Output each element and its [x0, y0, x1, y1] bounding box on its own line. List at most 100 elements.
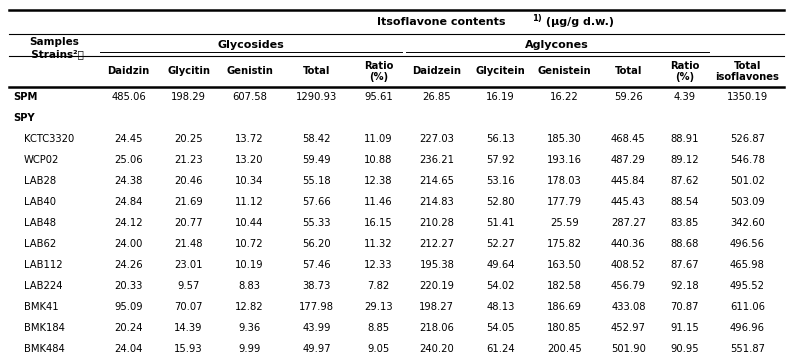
Text: 52.80: 52.80 [487, 197, 515, 207]
Text: Genistein: Genistein [538, 66, 591, 77]
Text: LAB224: LAB224 [24, 281, 62, 291]
Text: 88.91: 88.91 [670, 134, 699, 144]
Text: Ratio
(%): Ratio (%) [364, 61, 393, 82]
Text: 465.98: 465.98 [730, 260, 765, 270]
Text: LAB62: LAB62 [24, 239, 56, 249]
Text: 16.15: 16.15 [364, 218, 393, 228]
Text: 440.36: 440.36 [611, 239, 645, 249]
Text: LAB48: LAB48 [24, 218, 56, 228]
Text: 20.33: 20.33 [114, 281, 142, 291]
Text: 88.54: 88.54 [670, 197, 699, 207]
Text: LAB112: LAB112 [24, 260, 62, 270]
Text: 607.58: 607.58 [232, 92, 267, 102]
Text: 9.99: 9.99 [238, 344, 261, 354]
Text: 13.72: 13.72 [235, 134, 264, 144]
Text: 57.46: 57.46 [303, 260, 331, 270]
Text: 342.60: 342.60 [730, 218, 765, 228]
Text: 24.38: 24.38 [114, 176, 142, 186]
Text: 218.06: 218.06 [420, 323, 454, 333]
Text: 7.82: 7.82 [367, 281, 390, 291]
Text: 54.02: 54.02 [487, 281, 515, 291]
Text: 177.98: 177.98 [299, 302, 334, 312]
Text: 12.38: 12.38 [364, 176, 393, 186]
Text: 8.83: 8.83 [238, 281, 260, 291]
Text: 53.16: 53.16 [487, 176, 515, 186]
Text: BMK484: BMK484 [24, 344, 64, 354]
Text: 452.97: 452.97 [611, 323, 646, 333]
Text: BMK184: BMK184 [24, 323, 64, 333]
Text: 11.46: 11.46 [364, 197, 393, 207]
Text: 24.26: 24.26 [114, 260, 143, 270]
Text: 501.90: 501.90 [611, 344, 646, 354]
Text: 56.13: 56.13 [487, 134, 515, 144]
Text: 1290.93: 1290.93 [296, 92, 337, 102]
Text: 433.08: 433.08 [611, 302, 645, 312]
Text: 408.52: 408.52 [611, 260, 646, 270]
Text: 214.83: 214.83 [420, 197, 454, 207]
Text: SPY: SPY [13, 113, 35, 123]
Text: 11.32: 11.32 [364, 239, 393, 249]
Text: 212.27: 212.27 [419, 239, 454, 249]
Text: 24.12: 24.12 [114, 218, 143, 228]
Text: 240.20: 240.20 [420, 344, 454, 354]
Text: 87.62: 87.62 [670, 176, 699, 186]
Text: Ratio
(%): Ratio (%) [670, 61, 700, 82]
Text: 495.52: 495.52 [730, 281, 765, 291]
Text: 26.85: 26.85 [423, 92, 451, 102]
Text: 59.26: 59.26 [614, 92, 643, 102]
Text: 9.36: 9.36 [238, 323, 261, 333]
Text: 177.79: 177.79 [547, 197, 582, 207]
Text: 10.88: 10.88 [364, 155, 392, 165]
Text: 175.82: 175.82 [547, 239, 582, 249]
Text: 8.85: 8.85 [367, 323, 389, 333]
Text: 49.64: 49.64 [487, 260, 515, 270]
Text: 526.87: 526.87 [730, 134, 765, 144]
Text: 195.38: 195.38 [420, 260, 454, 270]
Text: 198.27: 198.27 [420, 302, 454, 312]
Text: Total: Total [615, 66, 642, 77]
Text: 180.85: 180.85 [547, 323, 582, 333]
Text: KCTC3320: KCTC3320 [24, 134, 74, 144]
Text: 10.72: 10.72 [235, 239, 264, 249]
Text: 1): 1) [532, 14, 542, 23]
Text: 236.21: 236.21 [420, 155, 454, 165]
Text: 12.33: 12.33 [364, 260, 393, 270]
Text: 21.48: 21.48 [174, 239, 203, 249]
Text: 10.19: 10.19 [235, 260, 264, 270]
Text: 87.67: 87.67 [670, 260, 699, 270]
Text: LAB28: LAB28 [24, 176, 56, 186]
Text: 185.30: 185.30 [547, 134, 582, 144]
Text: 501.02: 501.02 [730, 176, 765, 186]
Text: 13.20: 13.20 [235, 155, 264, 165]
Text: Total: Total [303, 66, 330, 77]
Text: 29.13: 29.13 [364, 302, 393, 312]
Text: 59.49: 59.49 [303, 155, 331, 165]
Text: 496.56: 496.56 [730, 239, 765, 249]
Text: 227.03: 227.03 [420, 134, 454, 144]
Text: 95.61: 95.61 [364, 92, 393, 102]
Text: 58.42: 58.42 [303, 134, 331, 144]
Text: 89.12: 89.12 [670, 155, 699, 165]
Text: Aglycones: Aglycones [525, 40, 589, 50]
Text: 611.06: 611.06 [730, 302, 765, 312]
Text: 12.82: 12.82 [235, 302, 264, 312]
Text: 20.46: 20.46 [174, 176, 203, 186]
Text: 24.00: 24.00 [114, 239, 142, 249]
Text: 11.12: 11.12 [235, 197, 264, 207]
Text: 11.09: 11.09 [364, 134, 393, 144]
Text: SPM: SPM [13, 92, 38, 102]
Text: 186.69: 186.69 [547, 302, 582, 312]
Text: 55.33: 55.33 [303, 218, 331, 228]
Text: 456.79: 456.79 [611, 281, 646, 291]
Text: 25.59: 25.59 [550, 218, 579, 228]
Text: 468.45: 468.45 [611, 134, 646, 144]
Text: Total
isoflavones: Total isoflavones [715, 61, 779, 82]
Text: 90.95: 90.95 [670, 344, 699, 354]
Text: 52.27: 52.27 [487, 239, 515, 249]
Text: 14.39: 14.39 [174, 323, 203, 333]
Text: 56.20: 56.20 [303, 239, 331, 249]
Text: 92.18: 92.18 [670, 281, 699, 291]
Text: 20.24: 20.24 [114, 323, 143, 333]
Text: 445.43: 445.43 [611, 197, 645, 207]
Text: WCP02: WCP02 [24, 155, 59, 165]
